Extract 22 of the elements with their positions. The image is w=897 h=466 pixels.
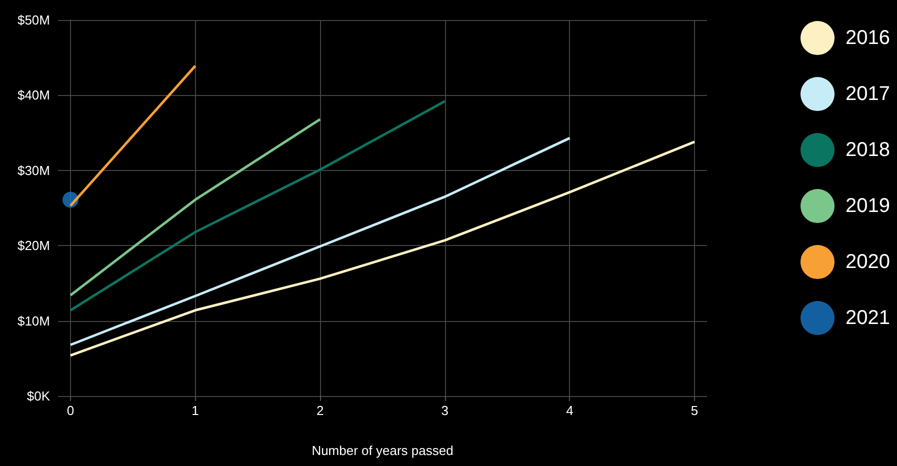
legend-label: 2019 bbox=[846, 195, 890, 217]
legend-label: 2021 bbox=[846, 307, 890, 329]
y-tick-label: $10M bbox=[17, 313, 50, 328]
line-series bbox=[69, 136, 571, 346]
line-series bbox=[69, 100, 446, 312]
x-tick-label: 3 bbox=[441, 403, 449, 418]
x-tick-label: 5 bbox=[690, 403, 698, 418]
line-series bbox=[69, 140, 696, 357]
y-tick-label: $0K bbox=[26, 388, 50, 404]
y-tick-label: $30M bbox=[17, 162, 50, 178]
y-tick-label: $40M bbox=[17, 88, 50, 103]
x-tick-label: 0 bbox=[66, 403, 74, 418]
y-tick-label: $20M bbox=[17, 238, 50, 254]
x-axis-title: Number of years passed bbox=[312, 443, 454, 458]
x-tick-label: 4 bbox=[566, 403, 574, 418]
y-tick-label: $50M bbox=[17, 12, 50, 28]
legend-label: 2016 bbox=[846, 27, 890, 49]
legend-label: 2018 bbox=[846, 139, 890, 161]
legend-label: 2017 bbox=[846, 83, 890, 105]
legend-label: 2020 bbox=[846, 251, 890, 273]
x-tick-label: 1 bbox=[192, 403, 199, 418]
x-tick-label: 2 bbox=[316, 403, 324, 418]
